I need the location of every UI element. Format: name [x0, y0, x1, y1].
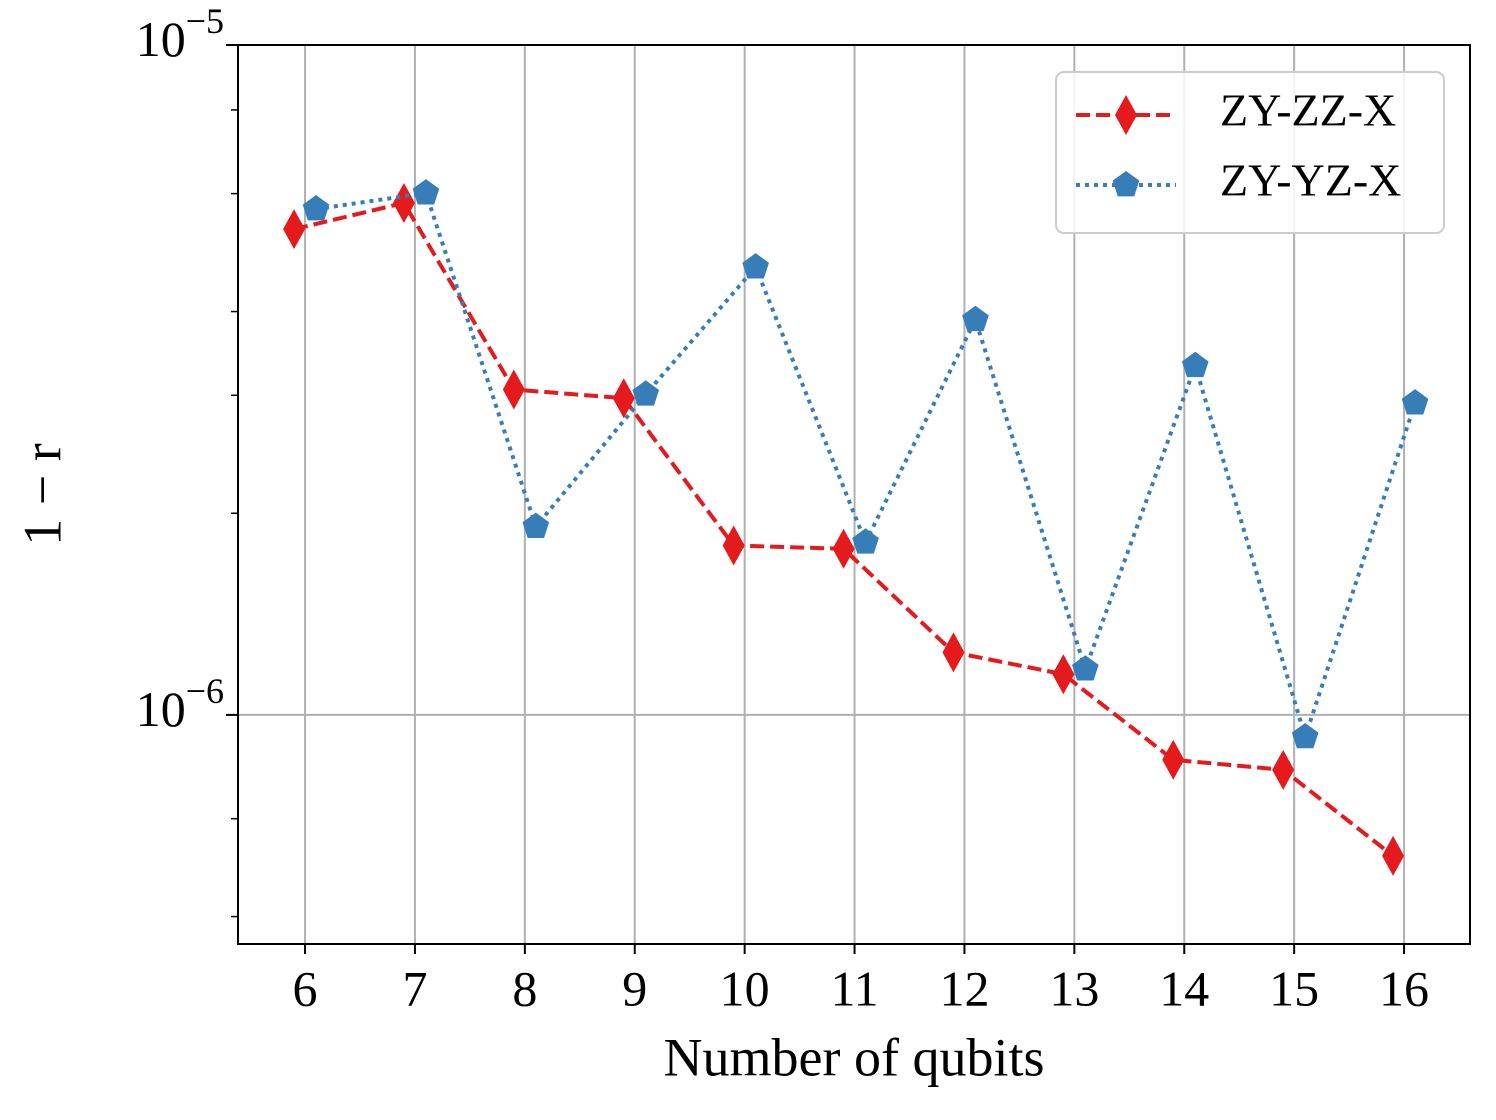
series-line [315, 190, 1417, 744]
marker [832, 528, 855, 569]
x-tick-label: 9 [622, 960, 647, 1016]
y-tick-base: 10 [136, 681, 186, 737]
legend-label: ZY-ZZ-X [1220, 85, 1396, 136]
x-tick-label: 16 [1379, 960, 1429, 1016]
marker [412, 179, 440, 205]
x-tick-label: 15 [1269, 960, 1319, 1016]
plot-frame [237, 44, 1471, 945]
marker [1272, 749, 1295, 790]
x-tick-label: 7 [402, 960, 427, 1016]
marker [962, 305, 989, 332]
marker [283, 209, 306, 250]
marker [1181, 351, 1209, 378]
marker [522, 512, 550, 538]
marker [942, 632, 965, 673]
marker [852, 528, 879, 554]
marker [612, 378, 635, 419]
x-axis-label: Number of qubits [664, 1027, 1045, 1087]
y-axis-label: 1 − r [12, 443, 72, 545]
y-tick-label: 10−6 [136, 671, 224, 737]
x-tick-label: 8 [512, 960, 537, 1016]
marker [1162, 739, 1185, 780]
marker [1382, 835, 1405, 876]
marker [632, 380, 660, 406]
x-tick-label: 11 [830, 960, 878, 1016]
x-tick-label: 13 [1049, 960, 1099, 1016]
legend-marker [1115, 95, 1137, 135]
y-tick-exponent: −5 [186, 1, 224, 41]
marker [1401, 389, 1429, 415]
x-tick-label: 10 [720, 960, 770, 1016]
y-tick-exponent: −6 [186, 671, 224, 711]
marker [302, 195, 330, 221]
marker [392, 182, 415, 223]
legend-box [1055, 71, 1445, 234]
legend-marker [1112, 171, 1140, 197]
marker [1052, 654, 1075, 695]
legend-label: ZY-YZ-X [1220, 155, 1401, 206]
x-tick-label: 14 [1159, 960, 1209, 1016]
marker [742, 253, 769, 279]
y-tick-label: 10−5 [136, 1, 224, 67]
marker [502, 369, 525, 410]
y-tick-base: 10 [136, 11, 186, 67]
marker [1291, 722, 1319, 749]
x-tick-label: 12 [939, 960, 989, 1016]
marker [722, 525, 745, 566]
marker [1072, 655, 1099, 681]
x-tick-label: 6 [293, 960, 318, 1016]
